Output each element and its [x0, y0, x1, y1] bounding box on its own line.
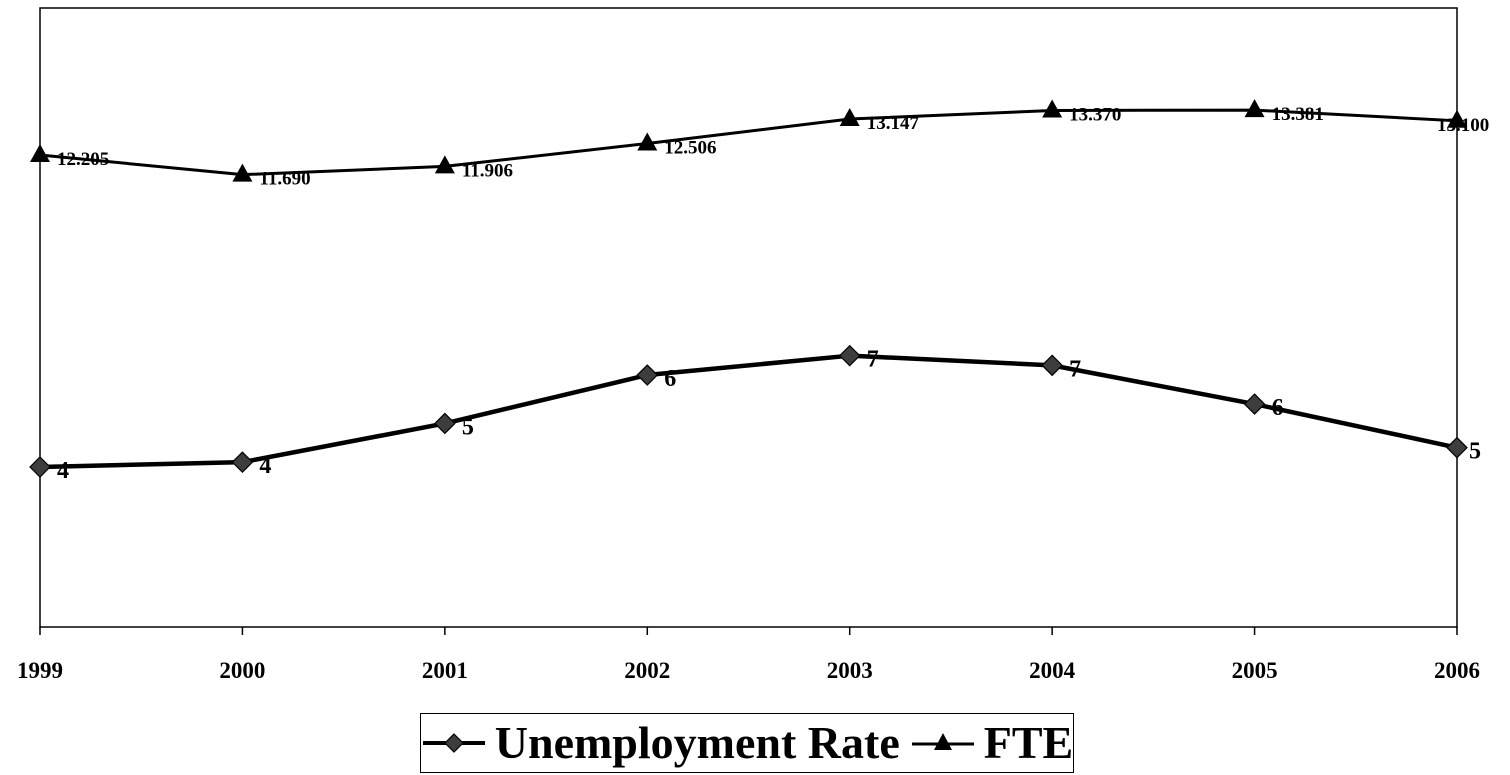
data-point-unemployment	[1243, 393, 1266, 415]
legend-item-unemployment: Unemployment Rate	[421, 720, 900, 766]
data-point-fte	[232, 163, 253, 182]
x-tick-label: 2002	[624, 658, 670, 683]
data-point-unemployment	[636, 364, 659, 386]
x-tick-label: 2004	[1029, 658, 1076, 683]
data-point-fte	[434, 155, 455, 174]
diamond-line-icon	[422, 733, 485, 753]
x-tick-label: 1999	[17, 658, 63, 683]
x-tick-label: 2006	[1434, 658, 1480, 683]
triangle-line-icon	[911, 733, 974, 750]
legend-label-unemployment: Unemployment Rate	[494, 717, 900, 768]
data-point-unemployment	[231, 451, 254, 474]
data-label-unemployment: 6	[1272, 395, 1284, 421]
x-tick-label: 2000	[219, 658, 265, 683]
series-line-unemployment	[39, 353, 1458, 470]
data-label-fte: 11.690	[259, 169, 310, 190]
data-label-fte: 13.147	[867, 113, 920, 134]
data-point-unemployment	[838, 344, 861, 367]
x-tick-label: 2005	[1232, 658, 1278, 683]
data-label-unemployment: 5	[462, 414, 474, 440]
data-label-fte: 13.370	[1069, 104, 1121, 125]
plot-area	[39, 7, 1458, 628]
data-point-fte	[839, 108, 860, 127]
data-label-unemployment: 4	[57, 458, 69, 484]
series-line-fte	[39, 108, 1458, 177]
data-label-unemployment: 7	[1069, 356, 1081, 382]
data-label-unemployment: 4	[259, 453, 271, 479]
x-tick-label: 2001	[422, 658, 468, 683]
data-label-fte: 11.906	[462, 160, 513, 181]
data-label-unemployment: 7	[867, 347, 879, 373]
data-label-unemployment: 6	[664, 366, 676, 392]
data-point-fte	[1447, 109, 1467, 128]
data-label-fte: 12.205	[57, 149, 109, 170]
data-label-fte: 13.381	[1272, 104, 1324, 125]
data-label-unemployment: 5	[1469, 439, 1481, 465]
data-label-fte: 13.100	[1437, 115, 1489, 136]
legend: Unemployment Rate FTE	[420, 713, 1074, 773]
data-point-fte	[1042, 99, 1063, 118]
data-point-unemployment	[1446, 436, 1468, 459]
legend-label-fte: FTE	[983, 717, 1074, 768]
x-tick-label: 2003	[827, 658, 873, 683]
data-point-unemployment	[1041, 354, 1063, 377]
data-point-unemployment	[434, 412, 456, 435]
data-point-fte	[30, 144, 50, 162]
data-point-fte	[637, 132, 658, 151]
legend-item-fte: FTE	[910, 720, 1073, 766]
data-point-fte	[1244, 99, 1265, 118]
data-point-unemployment	[29, 456, 51, 478]
data-label-fte: 12.506	[664, 138, 716, 159]
